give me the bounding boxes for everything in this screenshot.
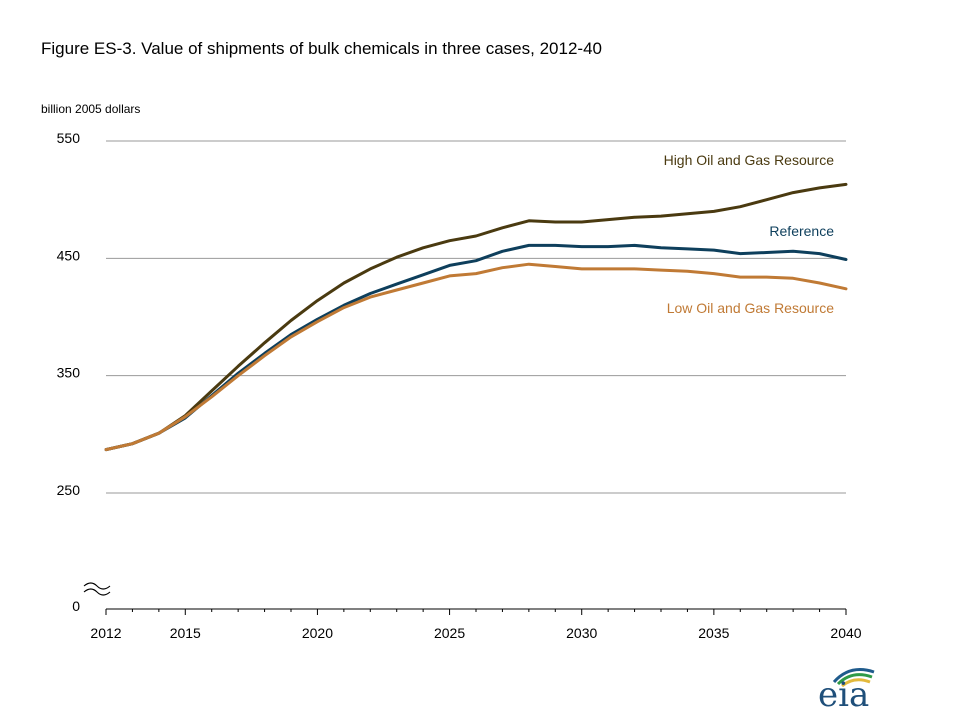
x-tick-label-2030: 2030 (566, 625, 597, 641)
x-tick-label-2040: 2040 (830, 625, 861, 641)
axis-break-top (83, 582, 111, 590)
logo-text: eia (818, 675, 869, 710)
y-axis-unit-label: billion 2005 dollars (41, 102, 141, 116)
logo-arc-green (836, 673, 873, 686)
logo-arc-blue (832, 668, 875, 684)
y-tick-label-0: 0 (72, 598, 80, 614)
chart-title: Figure ES-3. Value of shipments of bulk … (41, 39, 602, 58)
series-label-0: High Oil and Gas Resource (664, 152, 835, 168)
x-tick-label-2020: 2020 (302, 625, 333, 641)
logo-arc-yellow (841, 678, 871, 688)
axis-break-bottom (83, 588, 111, 596)
y-tick-label-450: 450 (57, 247, 81, 263)
series-line-2 (104, 262, 848, 452)
y-tick-label-550: 550 (57, 130, 81, 146)
series-line-1 (104, 243, 848, 452)
x-tick-label-2015: 2015 (170, 625, 201, 641)
x-tick-label-2035: 2035 (698, 625, 729, 641)
eia-logo: eia (818, 668, 875, 710)
series-label-2: Low Oil and Gas Resource (667, 300, 835, 316)
series-line-0 (104, 182, 848, 452)
y-tick-label-250: 250 (57, 482, 81, 498)
series-label-1: Reference (769, 223, 834, 239)
x-tick-label-2025: 2025 (434, 625, 465, 641)
y-tick-label-350: 350 (57, 365, 81, 381)
x-tick-label-2012: 2012 (90, 625, 121, 641)
